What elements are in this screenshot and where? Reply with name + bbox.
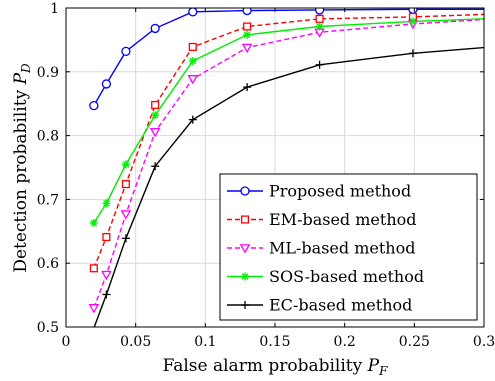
plus-marker [408,49,417,58]
circle-marker [150,23,160,34]
star-stroke [151,111,159,119]
square-marker [121,180,130,189]
tick-labels: 0 0.05 0.1 0.15 0.2 0.25 0.3 0.5 0.6 0.7 0.8 0.9 1 [37,1,495,350]
triangle-marker [149,127,161,138]
circle-marker [188,8,198,17]
x-tick-label: 0 [62,334,71,350]
series-em-based-method [89,12,484,273]
star-marker [315,22,324,31]
star-stroke [189,57,197,65]
x-tick-label: 0.15 [259,334,290,350]
y-tick-label: 1 [50,1,59,17]
plus-marker [188,115,197,124]
triangle-marker [88,304,100,314]
y-tick-label: 0.7 [37,192,59,208]
y-tick-label: 0.5 [37,320,59,336]
plus-marker [121,234,130,243]
plus-marker [84,339,92,347]
star-marker [408,17,417,26]
star-marker [243,30,252,39]
series-layer [84,8,484,347]
star-stroke [90,219,98,227]
circle-marker [314,8,325,15]
x-tick-label: 0.2 [334,334,356,350]
legend: Proposed method EM-based method ML-based m… [219,173,478,321]
star-stroke [409,18,417,25]
circle-marker [89,100,99,111]
series-ml-based-method [88,18,484,314]
star-marker [89,219,98,228]
triangle-marker [241,43,253,54]
x-tick-label: 0.25 [399,334,430,350]
y-tick-label: 0.9 [37,65,59,81]
legend-label: ML-based method [269,239,415,258]
plus-marker [243,83,252,92]
y-tick-label: 0.6 [37,256,59,272]
star-marker [188,56,197,65]
circle-marker [240,186,250,196]
circle-marker [408,8,418,14]
legend-label: EC-based method [269,296,412,315]
triangle-marker [101,270,112,281]
tick-marks [65,7,485,328]
legend-label: SOS-based method [269,267,424,286]
square-marker [151,100,160,110]
star-marker [151,111,160,120]
series-sos-based-method [89,17,484,228]
circle-marker [101,79,112,89]
square-marker [89,264,98,273]
legend-label: Proposed method [269,182,411,201]
plus-marker [315,60,324,69]
x-axis-title: False alarm probability PF [163,356,389,378]
star-stroke [122,160,130,168]
legend-item: Proposed method [227,182,411,201]
legend-item: ML-based method [227,239,415,258]
triangle-marker [120,210,132,220]
square-marker [315,14,324,23]
legend-item: SOS-based method [227,267,424,286]
legend-item: EC-based method [227,296,412,315]
square-marker [188,42,197,51]
series-ec-based-method [84,46,484,347]
triangle-marker [187,75,199,85]
x-tick-label: 0.1 [194,334,216,350]
square-marker [240,215,250,224]
plus-marker [241,301,249,309]
legend-label: EM-based method [269,210,417,229]
plus-marker [102,290,111,299]
star-stroke [241,273,249,280]
star-marker [121,160,130,169]
x-tick-label: 0.3 [473,334,495,350]
square-marker [102,232,111,242]
circle-marker [242,8,252,16]
legend-item: EM-based method [227,210,417,229]
triangle-marker [239,244,251,254]
x-tick-label: 0.05 [120,334,151,350]
star-marker [241,272,249,281]
star-stroke [316,23,323,30]
square-marker [243,22,252,31]
star-stroke [103,199,110,207]
circle-marker [121,46,131,57]
plus-marker [151,162,160,171]
y-tick-label: 0.8 [37,129,59,145]
star-marker [102,199,111,208]
series-proposed-method [89,8,484,111]
star-stroke [243,31,251,39]
y-axis-title: Detection probability PD [11,63,33,273]
legend-box [219,173,478,321]
